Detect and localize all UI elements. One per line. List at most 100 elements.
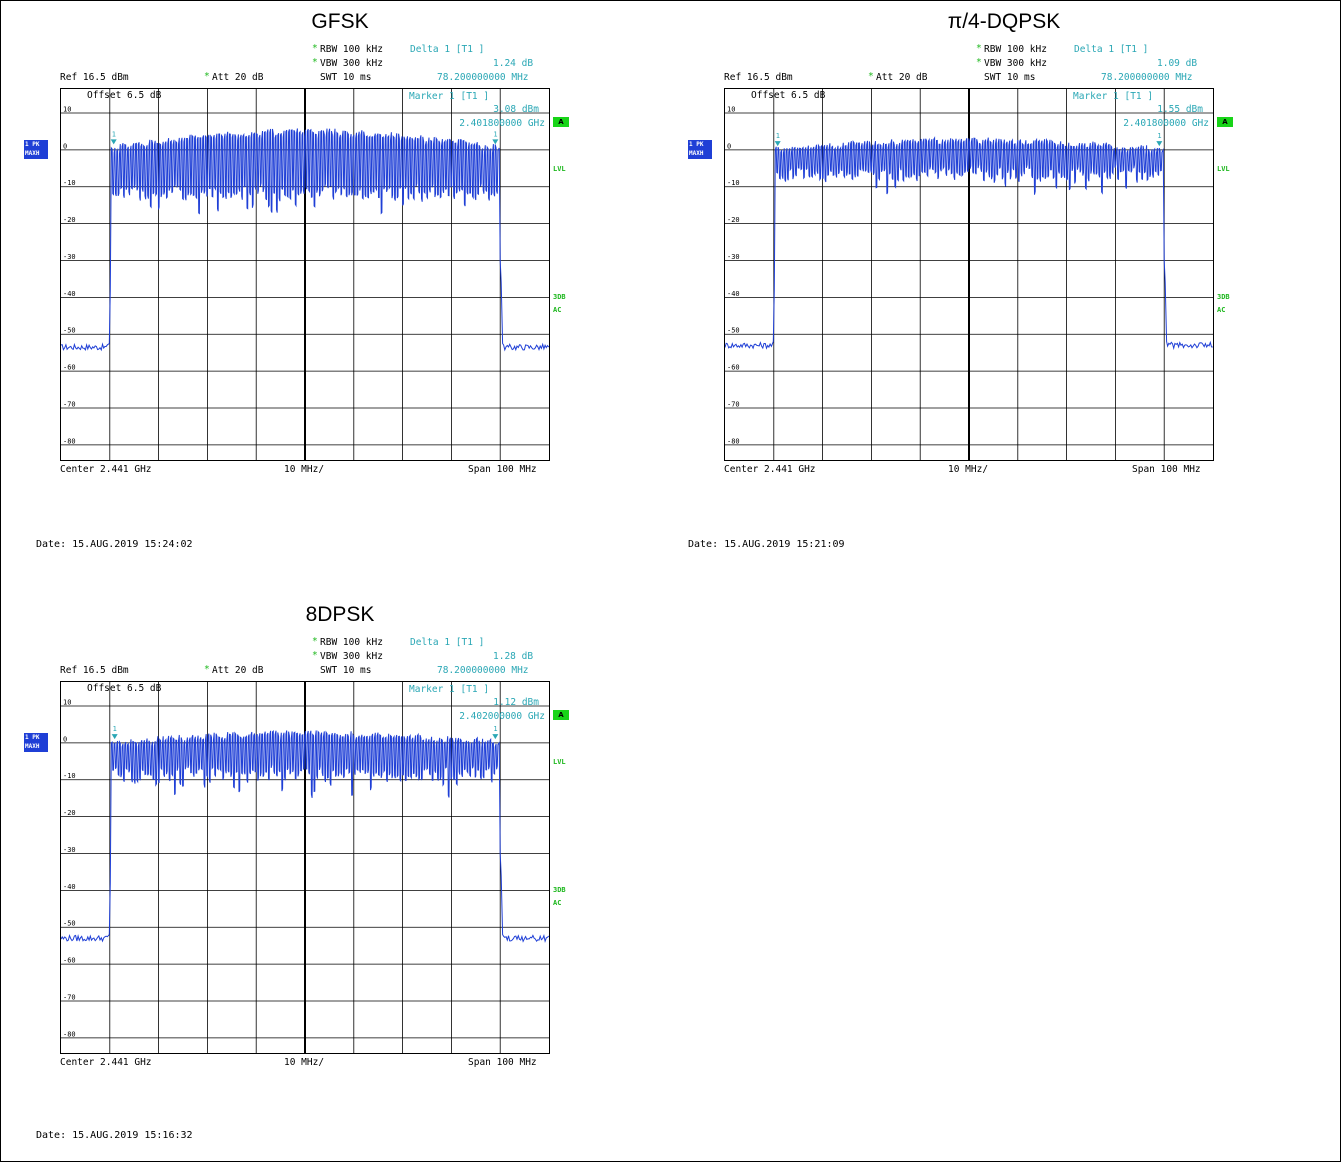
y-tick-label: -20 [63,216,76,224]
vbw-label: VBW 300 kHz [320,651,383,662]
y-tick-label: -80 [727,437,740,445]
y-tick-label: -70 [63,401,76,409]
center-frequency-label: Center 2.441 GHz [724,464,816,475]
marker1-frequency: 2.402000000 GHz [459,711,545,722]
attenuation-label: Att 20 dB [212,72,264,83]
db3-indicator: 3DB [553,886,566,894]
y-tick-label: -40 [63,290,76,298]
y-tick-label: -60 [63,957,76,965]
spectrum-trace [61,730,549,943]
spectrum-graticule: 10 0 -10 -20 -30 -40 -50 -60 -70 -80 Offset 6.5 dB… [724,88,1214,461]
vbw-star-icon: * [976,57,982,68]
trace-mode-badge: 1 PK MAXH [688,140,712,159]
per-division-label: 10 MHz/ [284,1057,325,1068]
marker-1-triangle [110,139,117,145]
y-tick-label: 0 [63,735,67,743]
spectrum-plot: 10 0 -10 -20 -30 -40 -50 -60 -70 -80 Offset 6.5 dB… [725,89,1213,460]
delta-marker-freq: 78.200000000 MHz [1101,72,1193,83]
offset-label: Offset 6.5 dB [87,90,162,101]
db3-indicator: 3DB [1217,293,1230,301]
rbw-label: RBW 100 kHz [984,44,1047,55]
y-tick-label: -50 [63,327,76,335]
ac-indicator: AC [1217,306,1226,314]
y-tick-label: -40 [63,883,76,891]
ac-indicator: AC [553,899,562,907]
marker-1-triangle [111,734,118,740]
marker-number-label: 1 [112,130,116,138]
per-division-label: 10 MHz/ [948,464,989,475]
marker-number-label: 1 [1157,132,1161,140]
per-division-label: 10 MHz/ [284,464,325,475]
ref-level-label: Ref 16.5 dBm [60,72,129,83]
trace-label: 1 PK [25,734,40,741]
ref-level-label: Ref 16.5 dBm [60,665,129,676]
capture-date: Date: 15.AUG.2019 15:24:02 [36,539,193,550]
y-tick-label: -80 [63,1030,76,1038]
offset-label: Offset 6.5 dB [87,683,162,694]
marker-1-triangle [774,141,781,147]
vbw-star-icon: * [312,650,318,661]
att-star-icon: * [868,71,874,82]
attenuation-label: Att 20 dB [212,665,264,676]
delta-marker-value: 1.28 dB [493,651,534,662]
y-tick-label: -10 [63,772,76,780]
marker-number-label: 1 [493,130,497,138]
trace-mode-label: MAXH [25,150,40,157]
span-label: Span 100 MHz [468,464,537,475]
panel-title: 8DPSK [305,603,375,626]
spectrum-plot: 10 0 -10 -20 -30 -40 -50 -60 -70 -80 Offset 6.5 dB… [61,89,549,460]
panel-title: π/4-DQPSK [947,10,1061,33]
marker1-value: 1.12 dBm [493,697,539,708]
span-label: Span 100 MHz [468,1057,537,1068]
delta-marker-triangle [492,734,499,740]
delta-marker-triangle [492,139,499,145]
y-tick-label: 0 [63,142,67,150]
y-tick-label: -50 [727,327,740,335]
y-tick-label: -10 [727,179,740,187]
marker1-frequency: 2.401800000 GHz [459,118,545,129]
panel-title: GFSK [311,10,369,33]
vbw-star-icon: * [312,57,318,68]
y-tick-label: -60 [727,364,740,372]
center-frequency-label: Center 2.441 GHz [60,464,152,475]
trace-a-badge: A [553,117,569,127]
rbw-star-icon: * [976,43,982,54]
y-tick-label: -70 [727,401,740,409]
capture-date: Date: 15.AUG.2019 15:16:32 [36,1130,193,1141]
delta-marker-value: 1.24 dB [493,58,534,69]
delta-marker-label: Delta 1 [T1 ] [1074,44,1149,55]
trace-label: 1 PK [25,141,40,148]
swt-label: SWT 10 ms [320,72,372,83]
lvl-indicator: LVL [1217,165,1230,173]
delta-marker-label: Delta 1 [T1 ] [410,637,485,648]
marker1-label: Marker 1 [T1 ] [1073,91,1153,102]
delta-marker-triangle [1156,141,1163,147]
y-tick-label: -20 [727,216,740,224]
spectrum-graticule: 10 0 -10 -20 -30 -40 -50 -60 -70 -80 Offset 6.5 dB… [60,88,550,461]
y-tick-label: -20 [63,809,76,817]
delta-marker-freq: 78.200000000 MHz [437,665,529,676]
db3-indicator: 3DB [553,293,566,301]
rbw-star-icon: * [312,43,318,54]
marker-number-label: 1 [113,725,117,733]
lvl-indicator: LVL [553,758,566,766]
att-star-icon: * [204,71,210,82]
trace-mode-badge: 1 PK MAXH [24,733,48,752]
vbw-label: VBW 300 kHz [984,58,1047,69]
delta-marker-freq: 78.200000000 MHz [437,72,529,83]
attenuation-label: Att 20 dB [876,72,928,83]
marker1-label: Marker 1 [T1 ] [409,684,489,695]
y-tick-label: 10 [63,105,71,113]
marker-number-label: 1 [493,725,497,733]
span-label: Span 100 MHz [1132,464,1201,475]
capture-date: Date: 15.AUG.2019 15:21:09 [688,539,845,550]
y-tick-label: -10 [63,179,76,187]
ac-indicator: AC [553,306,562,314]
ref-level-label: Ref 16.5 dBm [724,72,793,83]
spectrum-plot: 10 0 -10 -20 -30 -40 -50 -60 -70 -80 Offset 6.5 dB… [61,682,549,1053]
rbw-star-icon: * [312,636,318,647]
trace-a-badge: A [1217,117,1233,127]
marker-number-label: 1 [776,132,780,140]
trace-a-badge: A [553,710,569,720]
vbw-label: VBW 300 kHz [320,58,383,69]
